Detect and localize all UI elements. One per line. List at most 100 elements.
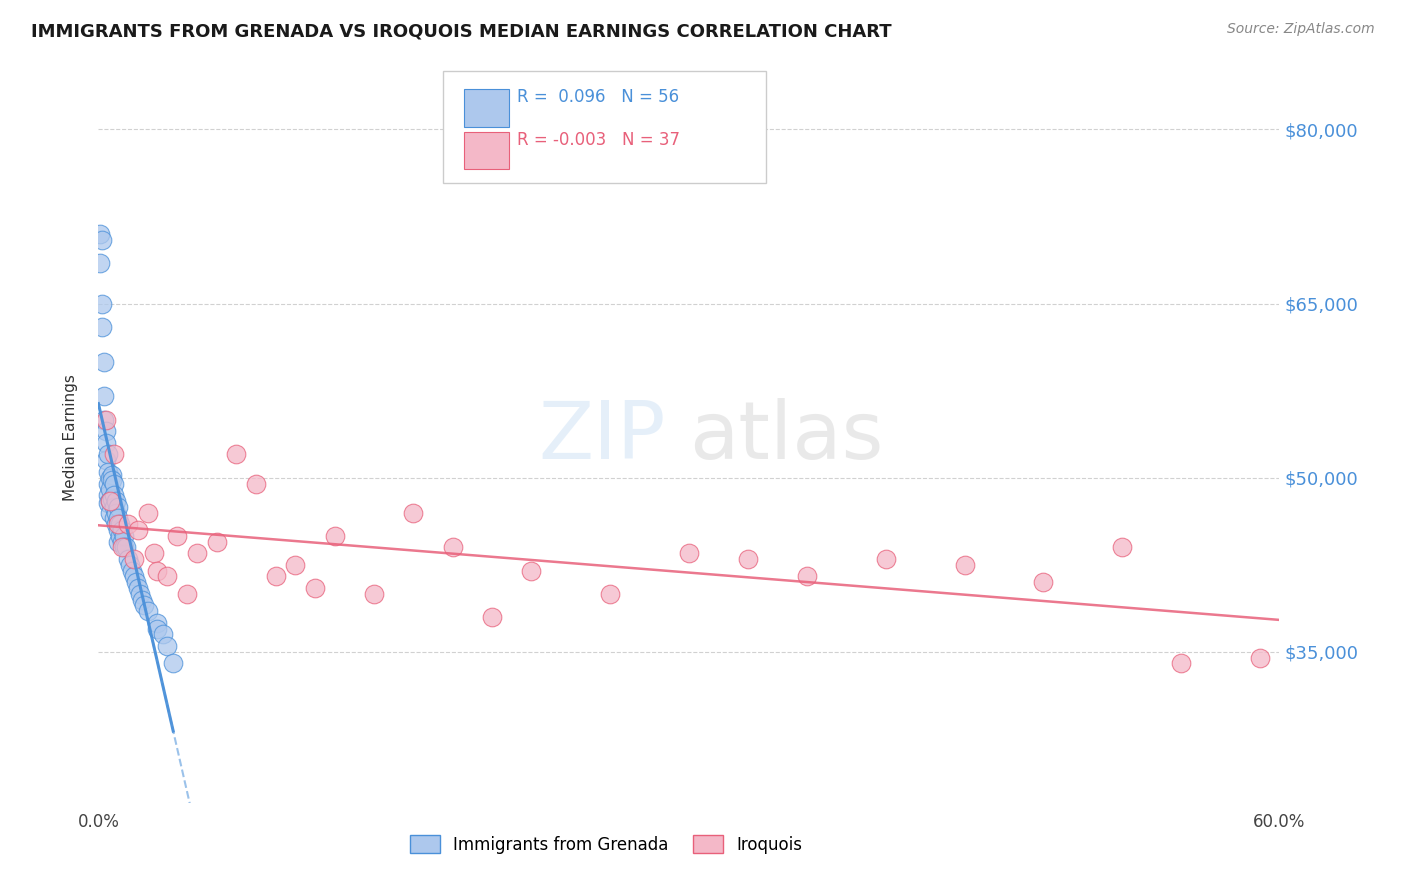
Point [101,468,124,483]
Point [1111,541,1133,555]
Point [1170,657,1192,671]
Point [520,564,543,578]
Point [146,622,169,636]
Point [136,506,159,520]
Point [1249,650,1271,665]
Point [103,488,125,502]
Point [107,523,129,537]
Point [117,552,139,566]
Point [98,494,121,508]
Point [91,233,114,247]
Text: atlas: atlas [689,398,883,476]
Point [98,506,121,520]
Point [264,569,287,583]
Point [103,500,125,514]
Point [96,436,118,450]
Text: R =  0.096   N = 56: R = 0.096 N = 56 [517,88,679,106]
Point [107,517,129,532]
Point [284,558,307,572]
Point [103,448,125,462]
Text: ZIP: ZIP [538,398,665,476]
Text: R = -0.003   N = 37: R = -0.003 N = 37 [517,131,681,149]
Point [98,471,121,485]
Point [146,615,169,630]
Point [245,476,267,491]
Point [89,256,111,270]
Point [101,473,124,487]
Point [176,587,198,601]
Point [107,500,129,514]
Point [225,448,247,462]
Point [152,627,174,641]
Point [166,529,188,543]
Point [737,552,759,566]
Point [93,412,115,426]
Legend: Immigrants from Grenada, Iroquois: Immigrants from Grenada, Iroquois [404,829,810,860]
Point [363,587,385,601]
Point [128,587,150,601]
Point [118,558,141,572]
Point [91,319,114,334]
Point [97,465,120,479]
Point [112,541,135,555]
Point [162,657,184,671]
Point [127,581,149,595]
Point [111,541,134,555]
Point [599,587,621,601]
Point [105,506,128,520]
Point [481,610,503,624]
Point [97,496,120,510]
Point [112,529,135,543]
Point [97,488,120,502]
Text: Source: ZipAtlas.com: Source: ZipAtlas.com [1227,22,1375,37]
Point [97,476,120,491]
Point [108,529,131,543]
Point [107,534,129,549]
Point [111,534,134,549]
Point [441,541,464,555]
Point [91,296,114,310]
Point [127,523,149,537]
Point [97,448,120,462]
Point [1032,575,1054,590]
Point [96,424,118,438]
Point [323,529,346,543]
Point [105,494,128,508]
Point [402,506,425,520]
Point [122,569,145,583]
Point [108,517,131,532]
Point [953,558,976,572]
Point [117,517,139,532]
Point [93,389,115,403]
Point [678,546,700,560]
Point [205,534,228,549]
Point [105,517,128,532]
Point [136,604,159,618]
Point [186,546,208,560]
Point [103,476,125,491]
Point [875,552,897,566]
Point [96,412,118,426]
Point [156,569,179,583]
Point [132,599,155,613]
Point [156,639,179,653]
Point [121,564,143,578]
Point [98,483,121,497]
Point [111,523,134,537]
Point [101,491,124,506]
Point [122,552,145,566]
Text: IMMIGRANTS FROM GRENADA VS IROQUOIS MEDIAN EARNINGS CORRELATION CHART: IMMIGRANTS FROM GRENADA VS IROQUOIS MEDI… [31,22,891,40]
Point [103,511,125,525]
Point [115,541,138,555]
Point [93,354,115,368]
Point [142,546,165,560]
Point [796,569,818,583]
Point [131,592,153,607]
Point [125,575,148,590]
Point [98,494,121,508]
Point [96,453,118,467]
Point [304,581,326,595]
Point [107,511,129,525]
Point [146,564,169,578]
Y-axis label: Median Earnings: Median Earnings [63,374,77,500]
